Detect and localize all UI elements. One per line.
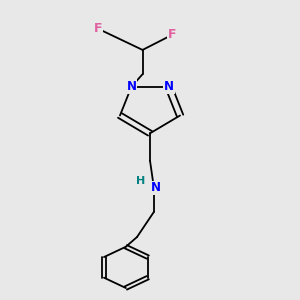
Text: F: F <box>168 28 176 41</box>
Text: N: N <box>151 182 160 194</box>
Text: N: N <box>164 80 174 93</box>
Text: F: F <box>94 22 102 35</box>
Text: N: N <box>126 80 136 93</box>
Text: H: H <box>136 176 145 186</box>
